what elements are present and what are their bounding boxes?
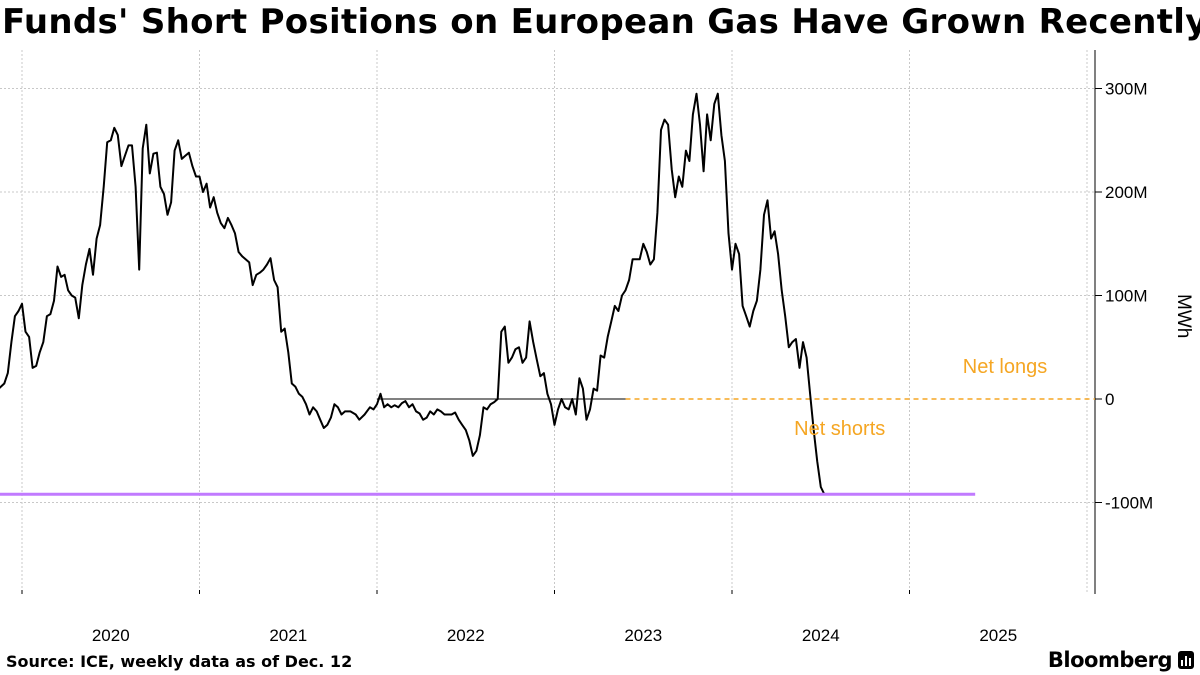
y-tick-label: 100M — [1105, 287, 1148, 306]
x-tick-label: 2020 — [92, 626, 130, 645]
chart-title: Funds' Short Positions on European Gas H… — [2, 2, 1200, 42]
brand-name: Bloomberg — [1047, 648, 1173, 672]
brand: Bloomberg — [1048, 648, 1194, 672]
y-tick-label: 0 — [1105, 390, 1114, 409]
source-note: Source: ICE, weekly data as of Dec. 12 — [6, 652, 353, 671]
x-tick-label: 2021 — [269, 626, 307, 645]
x-tick-label: 2022 — [447, 626, 485, 645]
y-tick-label: 300M — [1105, 80, 1148, 99]
annotation-label: Net longs — [963, 356, 1048, 378]
y-tick-label: -100M — [1105, 494, 1153, 513]
x-tick-label: 2024 — [802, 626, 840, 645]
y-axis-label: MWh — [1173, 294, 1194, 338]
annotation-label: Net shorts — [794, 418, 885, 440]
x-tick-label: 2025 — [979, 626, 1017, 645]
x-tick-label: 2023 — [624, 626, 662, 645]
bloomberg-logo-icon — [1178, 651, 1194, 669]
y-tick-label: 200M — [1105, 183, 1148, 202]
net-position-line — [0, 92, 826, 495]
